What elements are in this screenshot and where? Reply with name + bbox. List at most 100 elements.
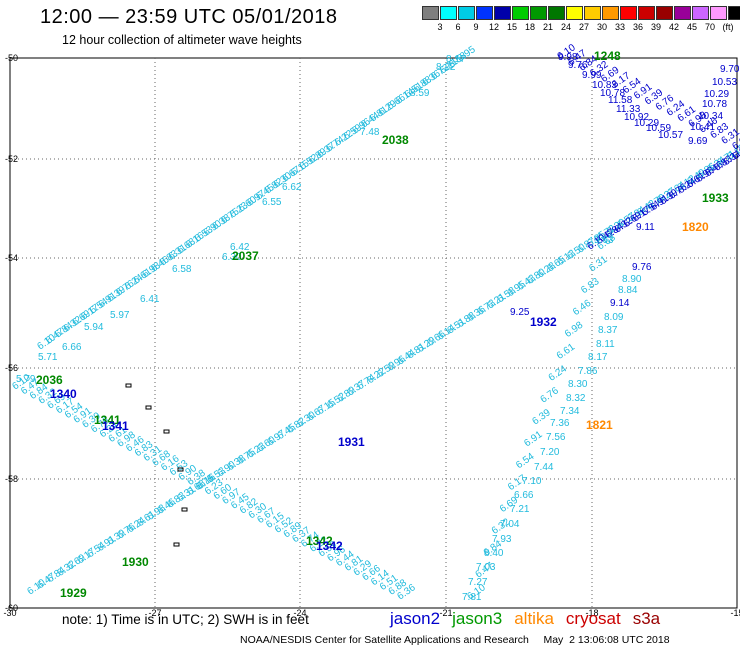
swh-value-label: 8.30	[568, 379, 588, 390]
swh-value-label: 7.04	[500, 519, 520, 530]
color-swatch	[728, 6, 740, 20]
color-scale-label: 15	[506, 22, 517, 32]
swh-value-label: 9.76	[632, 262, 652, 273]
map-frame	[9, 57, 738, 609]
color-scale-label: 9	[473, 22, 479, 32]
swh-value-label: 10.34	[698, 111, 723, 122]
swh-value-label: 10.83	[592, 80, 617, 91]
track-point: 6.68	[730, 142, 740, 162]
time-label: 1248	[594, 49, 621, 63]
island-outline	[163, 429, 170, 434]
track-point: 6.83	[579, 276, 602, 296]
swh-value-label: 6.30	[222, 252, 242, 263]
color-scale-label: 30	[596, 22, 607, 32]
color-swatch	[440, 6, 457, 20]
color-scale-label: 12	[488, 22, 499, 32]
lat-tick-label: -54	[5, 253, 18, 263]
legend-s3a: s3a	[632, 609, 661, 628]
time-label: 1341	[94, 413, 121, 427]
swh-value-label: 9.69	[688, 136, 708, 147]
swh-value-label: 8.37	[598, 325, 618, 336]
map-grid	[10, 58, 737, 608]
lat-tick-label: -52	[5, 154, 18, 164]
swh-labels: 8.178.228.597.486.626.556.426.306.586.41…	[16, 52, 740, 603]
swh-value-label: 7.10	[522, 476, 542, 487]
color-swatch	[602, 6, 619, 20]
swh-value-label: 8.90	[622, 274, 642, 285]
time-label: 1933	[702, 191, 729, 205]
time-label: 1340	[50, 387, 77, 401]
time-label: 1932	[530, 315, 557, 329]
color-scale-label: 70	[704, 22, 715, 32]
swh-value-label: 8.32	[566, 393, 586, 404]
lon-tick-label: -24	[293, 608, 306, 618]
lon-tick-label: -15	[730, 608, 740, 618]
color-scale-label: (ft)	[722, 22, 734, 32]
track-point: 6.46	[571, 298, 594, 318]
swh-value-label: 9.98	[558, 52, 578, 63]
swh-value-label: 8.17	[588, 352, 608, 363]
track-point: 6.31	[587, 254, 610, 274]
color-scale-label: 21	[542, 22, 553, 32]
legend-altika: altika	[514, 609, 554, 628]
swh-value-label: 7.93	[492, 534, 512, 545]
lat-tick-label: -60	[5, 603, 18, 613]
page-title: 12:00 — 23:59 UTC 05/01/2018	[40, 6, 338, 28]
color-scale-label: 24	[560, 22, 571, 32]
swh-value-label: 9.99	[582, 70, 602, 81]
color-swatch	[458, 6, 475, 20]
swh-value-label: 9.14	[610, 298, 630, 309]
swh-value-label: 10.53	[712, 77, 737, 88]
lat-tick-label: -58	[5, 474, 18, 484]
swh-value-label: 6.66	[514, 490, 534, 501]
time-label: 2038	[382, 133, 409, 147]
swh-value-label: 10.59	[646, 123, 671, 134]
island-outline	[145, 405, 152, 410]
time-label: 1931	[338, 435, 365, 449]
swh-value-label: 10.29	[634, 118, 659, 129]
time-label: 1341	[102, 419, 129, 433]
color-scale-label: 45	[686, 22, 697, 32]
time-label: 1821	[586, 418, 613, 432]
swh-value-label: 5.94	[84, 322, 104, 333]
color-swatch	[656, 6, 673, 20]
color-swatch	[494, 6, 511, 20]
track-point: 6.68	[730, 132, 740, 152]
swh-value-label: 6.42	[230, 242, 250, 253]
swh-value-label: 11.58	[608, 95, 633, 106]
color-swatch	[692, 6, 709, 20]
lon-tick-label: -21	[439, 608, 452, 618]
color-swatch	[638, 6, 655, 20]
swh-value-label: 10.57	[658, 130, 683, 141]
islands	[125, 383, 188, 547]
color-swatch	[584, 6, 601, 20]
footer-note: note: 1) Time is in UTC; 2) SWH is in fe…	[62, 612, 309, 627]
swh-value-label: 7.36	[550, 418, 570, 429]
swh-value-label: 9.11	[636, 222, 655, 233]
lon-tick-label: -18	[585, 608, 598, 618]
swh-value-label: 7.56	[546, 432, 566, 443]
color-scale-label: 3	[437, 22, 443, 32]
swh-value-label: 9.70	[720, 64, 740, 75]
color-scale-label: 33	[614, 22, 625, 32]
swh-value-label: 10.41	[690, 122, 715, 133]
color-swatch	[548, 6, 565, 20]
footer-credit: NOAA/NESDIS Center for Satellite Applica…	[240, 634, 670, 646]
swh-value-label: 8.22	[436, 62, 456, 73]
swh-value-label: 5.71	[38, 352, 58, 363]
lon-tick-label: -30	[3, 608, 16, 618]
track-point: 6.98	[563, 320, 586, 340]
color-swatch	[512, 6, 529, 20]
legend-jason2: jason2	[390, 609, 441, 628]
swh-value-label: 7.03	[476, 562, 496, 573]
swh-value-label: 10.78	[600, 88, 625, 99]
color-scale-label: 27	[578, 22, 589, 32]
swh-value-label: 8.59	[410, 88, 430, 99]
track-point: 6.61	[555, 341, 578, 361]
island-outline	[125, 383, 132, 388]
color-scale-bar	[422, 6, 740, 20]
track-point: 6.76	[539, 385, 562, 405]
color-scale-label: 39	[650, 22, 661, 32]
satellite-legend: jason2 jason3 altika cryosat s3a	[390, 609, 672, 629]
lat-tick-label: -56	[5, 363, 18, 373]
